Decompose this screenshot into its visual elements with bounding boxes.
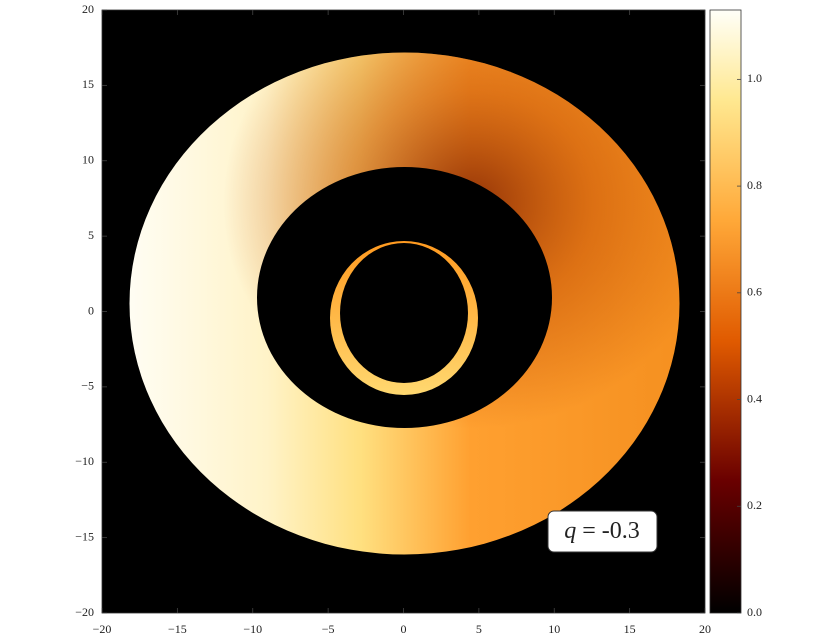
x-tick-label: −15 <box>168 622 187 636</box>
colorbar-tick-label: 1.0 <box>747 71 762 85</box>
y-tick-label: 20 <box>82 2 94 16</box>
shadow <box>340 243 468 383</box>
y-tick-label: −10 <box>75 454 94 468</box>
colorbar-tick-label: 0.8 <box>747 178 762 192</box>
x-tick-label: 20 <box>699 622 711 636</box>
y-tick-label: 5 <box>88 228 94 242</box>
colorbar-tick-label: 0.0 <box>747 605 762 619</box>
x-tick-label: 0 <box>401 622 407 636</box>
y-tick-label: −5 <box>81 379 94 393</box>
annotation-value: = -0.3 <box>582 518 640 544</box>
y-tick-label: 10 <box>82 153 94 167</box>
x-tick-label: −5 <box>322 622 335 636</box>
colorbar-tick-label: 0.2 <box>747 498 762 512</box>
colorbar-tick-label: 0.4 <box>747 391 762 405</box>
y-tick-label: −20 <box>75 605 94 619</box>
image <box>102 10 705 613</box>
colorbar <box>709 9 742 614</box>
x-tick-label: 15 <box>624 622 636 636</box>
x-tick-label: 10 <box>548 622 560 636</box>
annotation: q = -0.3 <box>547 510 658 553</box>
y-tick-label: −15 <box>75 529 94 543</box>
colorbar-tick-label: 0.6 <box>747 285 762 299</box>
y-tick-label: 0 <box>88 303 94 317</box>
annotation-box <box>547 510 658 553</box>
x-tick-label: −20 <box>93 622 112 636</box>
y-tick-label: 15 <box>82 77 94 91</box>
annotation-symbol: q <box>564 518 576 544</box>
x-tick-label: 5 <box>476 622 482 636</box>
annotation-text: q = -0.3 <box>564 518 640 544</box>
x-tick-label: −10 <box>243 622 262 636</box>
